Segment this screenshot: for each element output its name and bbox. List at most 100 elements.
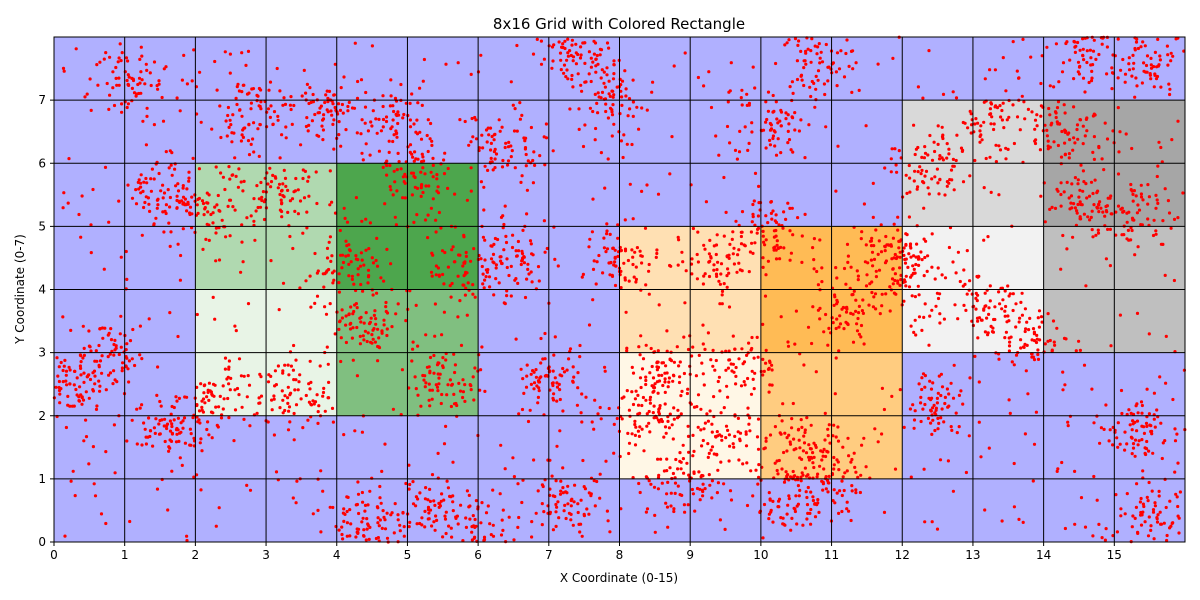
data-point [393,96,398,100]
data-point [156,87,160,91]
data-point [203,207,207,211]
data-point [797,494,801,498]
data-point [859,473,863,477]
data-point [1116,76,1120,80]
data-point [144,442,148,446]
data-point [740,88,744,92]
data-point [1124,132,1128,136]
data-point [164,211,168,216]
data-point [709,448,713,452]
data-point [432,371,436,375]
data-point [1012,461,1016,466]
data-point [833,501,837,505]
data-point [237,89,241,93]
data-point [842,266,847,271]
data-point [112,423,116,427]
data-point [175,432,179,436]
data-point [1094,233,1098,237]
data-point [697,353,701,357]
data-point [710,422,714,426]
data-point [750,346,754,351]
data-point [1077,65,1082,69]
data-point [916,185,920,189]
colored-cell [1114,226,1185,290]
data-point [1123,72,1128,76]
data-point [774,153,779,157]
data-point [736,253,740,257]
data-point [1081,47,1085,51]
data-point [148,209,152,213]
data-point [373,340,377,344]
data-point [943,193,947,197]
data-point [204,237,208,241]
data-point [1040,320,1044,324]
data-point [179,253,183,258]
data-point [490,134,494,139]
data-point [163,439,167,444]
data-point [729,61,733,65]
data-point [381,104,385,109]
data-point [613,283,618,288]
data-point [869,258,874,262]
data-point [921,372,926,376]
data-point [371,261,376,265]
data-point [416,393,420,397]
data-point [1162,521,1166,525]
data-point [64,425,68,430]
data-point [809,490,813,494]
data-point [544,122,549,126]
data-point [594,282,598,286]
data-point [268,80,273,84]
data-point [667,376,672,380]
data-point [871,305,876,309]
data-point [727,90,731,94]
data-point [562,71,566,75]
data-point [486,126,490,130]
data-point [626,431,630,435]
data-point [784,217,788,221]
data-point [1097,203,1101,207]
data-point [259,375,263,379]
data-point [175,194,179,198]
data-point [55,356,59,360]
data-point [255,184,259,188]
data-point [1145,54,1150,58]
data-point [325,269,329,273]
data-point [281,371,285,375]
data-point [1066,420,1070,424]
data-point [248,424,252,428]
data-point [183,441,187,445]
data-point [463,260,467,264]
data-point [1012,141,1017,146]
data-point [861,298,865,302]
data-point [566,484,570,488]
data-point [726,366,731,370]
data-point [257,396,261,400]
data-point [1140,438,1144,442]
data-point [570,43,574,47]
data-point [559,479,563,483]
data-point [1171,54,1175,58]
data-point [1119,514,1123,518]
data-point [330,113,334,117]
data-point [774,257,779,261]
data-point [1108,227,1112,231]
data-point [1024,369,1028,373]
data-point [441,535,445,539]
data-point [938,154,942,158]
data-point [1000,118,1005,122]
data-point [1059,181,1063,185]
data-point [1145,387,1149,391]
data-point [559,489,563,493]
data-point [706,455,710,459]
data-point [243,126,247,130]
data-point [593,398,597,402]
data-point [732,246,736,250]
data-point [951,260,955,264]
data-point [323,100,327,105]
data-point [1135,429,1139,433]
data-point [850,90,854,94]
data-point [191,156,195,160]
data-point [930,232,934,236]
data-point [359,320,363,324]
